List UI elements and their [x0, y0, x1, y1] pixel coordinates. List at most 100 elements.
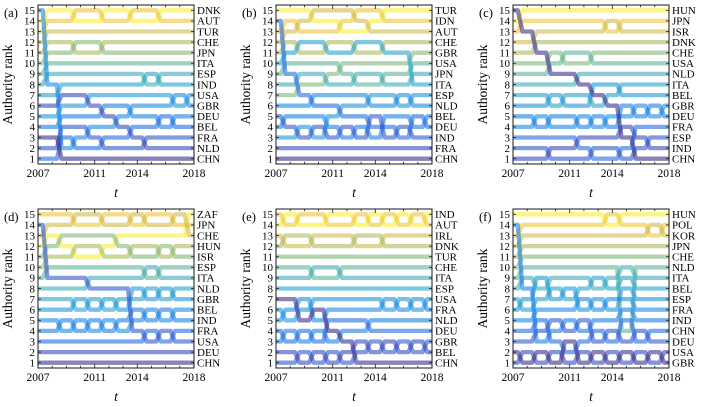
rank-line-HUN [513, 211, 670, 227]
country-label-NLD: NLD [197, 143, 220, 155]
x-tick-label: 2007 [502, 372, 525, 384]
x-tick-label: 2018 [183, 372, 206, 384]
x-axis-label: t [589, 185, 594, 200]
y-tick-label: 12 [499, 37, 510, 49]
panel-letter: (e) [242, 210, 256, 224]
y-tick-label: 8 [505, 79, 511, 91]
country-label-HUN: HUN [672, 209, 696, 221]
country-label-JPN: JPN [197, 219, 215, 231]
rank-line-DNK [275, 232, 432, 248]
country-label-JPN: JPN [672, 240, 690, 252]
y-tick-label: 13 [262, 26, 274, 38]
y-axis-label: Authority rank [0, 248, 15, 328]
rank-line-GBR [38, 285, 194, 312]
panel-letter: (d) [4, 210, 19, 224]
rank-line-CHN [513, 8, 670, 161]
y-tick-label: 2 [267, 143, 273, 155]
country-label-ITA: ITA [672, 272, 690, 284]
y-tick-label: 14 [24, 219, 36, 231]
x-tick-label: 2011 [83, 168, 106, 180]
y-tick-label: 14 [262, 219, 274, 231]
y-tick-label: 6 [267, 304, 273, 316]
country-label-IND: IND [672, 315, 692, 327]
x-tick-label: 2007 [502, 168, 525, 180]
rank-line-JPN [513, 243, 670, 259]
y-axis-label: Authority rank [475, 44, 490, 124]
y-tick-label: 7 [505, 90, 511, 102]
rank-line-DEU [38, 103, 194, 130]
country-label-USA: USA [672, 346, 694, 358]
country-label-DEU: DEU [435, 325, 458, 337]
rank-line-DEU [513, 103, 670, 130]
rank-line-BEL [513, 275, 670, 312]
rank-line-NLD [513, 71, 670, 87]
rank-line-ESP [38, 71, 194, 87]
country-label-DEU: DEU [197, 111, 220, 123]
country-label-GBR: GBR [197, 101, 220, 113]
rank-line-NLD [275, 317, 432, 344]
rank-line-TUR [38, 29, 194, 45]
country-label-ITA: ITA [197, 58, 215, 70]
y-axis-label: Authority rank [238, 44, 253, 124]
rank-line-ESP [275, 92, 432, 140]
country-label-ESP: ESP [435, 90, 454, 102]
y-tick-label: 1 [505, 357, 511, 369]
country-label-BEL: BEL [435, 111, 456, 123]
y-tick-label: 6 [30, 304, 36, 316]
rank-line-IND [275, 114, 432, 140]
rank-line-IND [513, 124, 670, 161]
country-label-NLD: NLD [435, 315, 458, 327]
rank-line-ITA [38, 264, 194, 291]
rank-line-HUN [38, 243, 194, 269]
y-tick-label: 3 [505, 132, 511, 144]
y-tick-label: 10 [499, 262, 511, 274]
x-tick-label: 2018 [420, 168, 443, 180]
y-tick-label: 11 [24, 251, 35, 263]
y-tick-label: 2 [505, 346, 511, 358]
country-label-ITA: ITA [197, 272, 215, 284]
y-tick-label: 3 [505, 336, 511, 348]
rank-line-HUN [513, 8, 670, 24]
rank-line-FRA [275, 296, 432, 322]
panel-letter: (b) [242, 6, 257, 20]
x-tick-label: 2007 [264, 372, 287, 384]
x-tick-label: 2018 [658, 372, 681, 384]
y-axis-label: Authority rank [238, 248, 253, 328]
x-tick-label: 2014 [363, 168, 386, 180]
rank-line-AUT [38, 8, 194, 34]
y-tick-label: 9 [30, 69, 36, 81]
rank-line-JPN [513, 18, 670, 34]
y-tick-label: 5 [267, 111, 273, 123]
x-tick-label: 2014 [126, 372, 149, 384]
y-tick-label: 7 [30, 90, 36, 102]
x-tick-label: 2011 [559, 372, 582, 384]
panel-letter: (c) [479, 6, 493, 20]
country-label-GBR: GBR [435, 336, 458, 348]
y-tick-label: 7 [30, 293, 36, 305]
rank-line-FRA [38, 328, 194, 344]
country-label-JPN: JPN [197, 48, 215, 60]
rank-line-JPN [38, 211, 194, 227]
y-tick-label: 1 [505, 154, 511, 166]
country-label-DNK: DNK [197, 5, 221, 17]
x-tick-label: 2011 [83, 372, 106, 384]
y-tick-label: 14 [499, 219, 511, 231]
panel-f: 2007 2011 2014 2018 1 2 3 4 5 6 7 8 9 10 11 12 13 14 15 HUN… [475, 204, 713, 407]
country-label-ESP: ESP [197, 69, 216, 81]
y-tick-label: 10 [499, 58, 511, 70]
country-label-IND: IND [435, 209, 455, 221]
country-label-POL: POL [672, 219, 693, 231]
y-tick-label: 6 [505, 304, 511, 316]
y-axis-label: Authority rank [0, 44, 15, 124]
country-label-USA: USA [435, 58, 457, 70]
rank-line-CHN [275, 296, 432, 365]
country-label-ISR: ISR [672, 26, 690, 38]
panel-b: 2007 2011 2014 2018 1 2 3 4 5 6 7 8 9 10 11 12 13 14 15 TUR… [238, 0, 476, 204]
country-label-CHN: CHN [672, 325, 695, 337]
country-label-HUN: HUN [197, 240, 221, 252]
y-tick-label: 13 [24, 26, 36, 38]
country-label-JPN: JPN [435, 69, 453, 81]
x-axis-label: t [114, 185, 119, 200]
x-tick-label: 2018 [658, 168, 681, 180]
